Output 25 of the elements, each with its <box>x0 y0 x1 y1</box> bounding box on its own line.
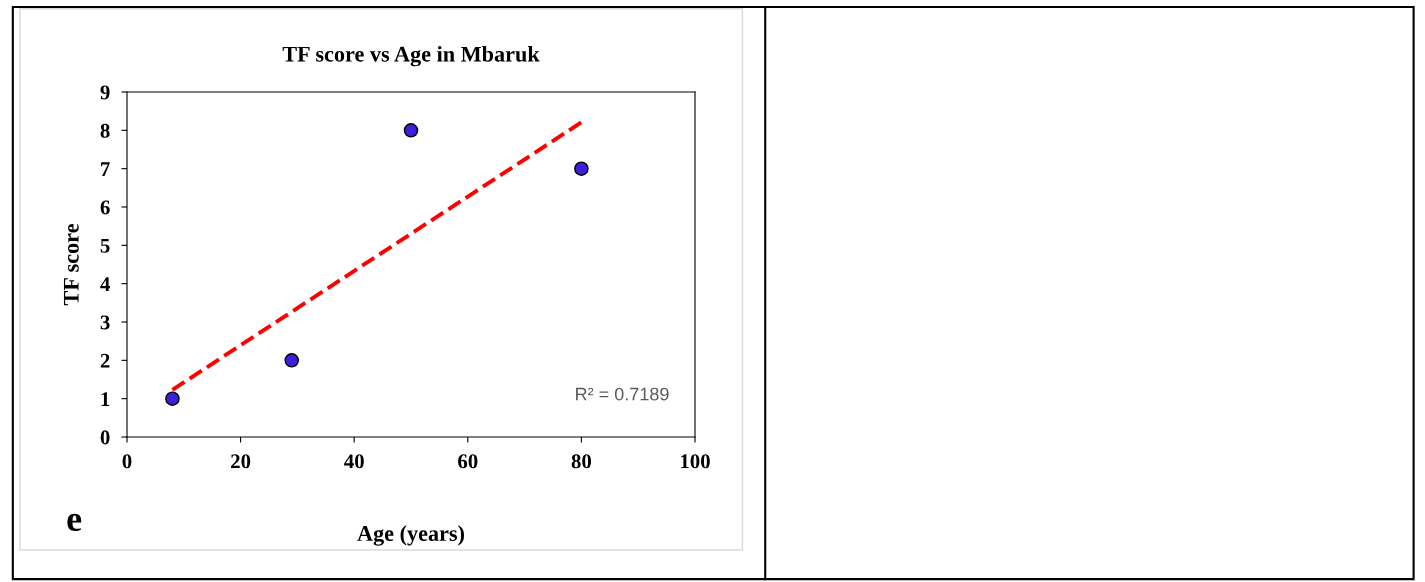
chart-title: TF score vs Age in Mbaruk <box>282 46 540 67</box>
text: e <box>67 513 82 532</box>
point <box>165 391 180 406</box>
x-tick-label: 20 <box>231 454 251 469</box>
point <box>284 353 300 368</box>
x-tick-label: 80 <box>571 454 592 469</box>
point <box>403 123 419 138</box>
y-tick-label: 5 <box>100 238 110 253</box>
x-tick-label: 100 <box>681 454 710 469</box>
y-tick-label: 3 <box>100 315 110 330</box>
point <box>574 161 589 176</box>
y-axis-title: TF score <box>63 224 79 306</box>
x-tick-label: 0 <box>122 454 132 469</box>
y-tick-label: 9 <box>100 85 110 100</box>
x-tick-label: 40 <box>344 454 364 469</box>
annotation: R² = 0.7189 <box>576 387 669 401</box>
x-tick-label: 60 <box>458 454 478 469</box>
y-tick-label: 0 <box>100 430 110 445</box>
x-axis-title: Age (years) <box>357 525 465 546</box>
y-tick-label: 2 <box>100 353 110 368</box>
y-tick-label: 8 <box>100 123 110 138</box>
y-tick-label: 7 <box>101 162 110 176</box>
y-tick-label: 1 <box>101 392 110 406</box>
y-tick-label: 4 <box>100 277 110 291</box>
y-tick-label: 6 <box>100 200 110 215</box>
